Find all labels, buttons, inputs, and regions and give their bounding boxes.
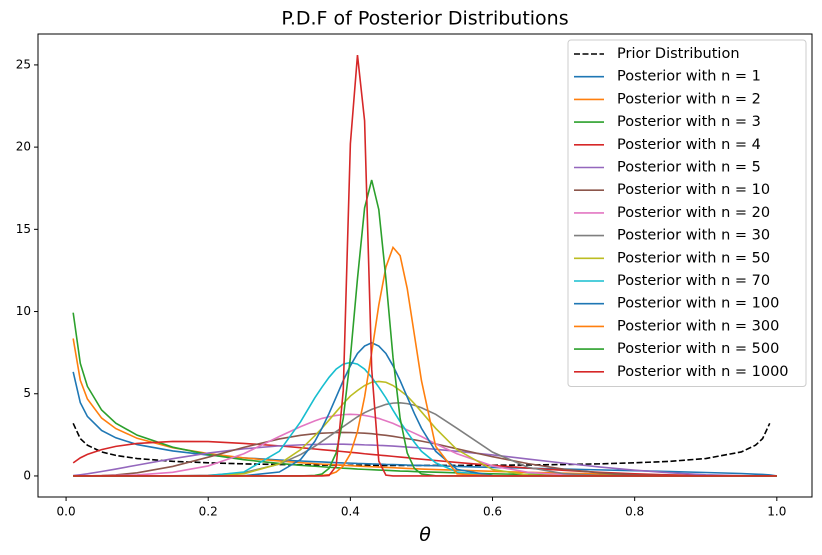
- x-tick-label: 1.0: [767, 505, 786, 519]
- series-line: [73, 413, 777, 477]
- legend-label: Posterior with n = 70: [617, 273, 770, 289]
- chart-title: P.D.F of Posterior Distributions: [281, 8, 568, 30]
- y-tick-label: 25: [16, 57, 31, 71]
- series-line: [73, 431, 777, 477]
- legend-label: Posterior with n = 3: [617, 114, 761, 130]
- legend-label: Posterior with n = 300: [617, 318, 779, 334]
- legend-label: Posterior with n = 500: [617, 341, 779, 357]
- legend-box: [567, 39, 807, 387]
- legend-label: Posterior with n = 4: [617, 137, 761, 153]
- legend-label: Posterior with n = 100: [617, 296, 779, 312]
- legend-label: Prior Distribution: [617, 46, 740, 62]
- y-tick-label: 20: [16, 140, 31, 154]
- series-line: [73, 54, 777, 477]
- series-line: [73, 443, 777, 477]
- legend-label: Posterior with n = 10: [617, 182, 770, 198]
- x-tick-label: 0.4: [341, 505, 360, 519]
- x-tick-label: 0.0: [57, 505, 76, 519]
- legend-label: Posterior with n = 5: [617, 160, 761, 176]
- legend-label: Posterior with n = 50: [617, 250, 770, 266]
- y-tick-label: 0: [23, 468, 31, 482]
- x-tick-label: 0.2: [199, 505, 218, 519]
- y-tick-label: 5: [23, 386, 31, 400]
- plot-frame: [37, 33, 813, 498]
- series-line: [72, 371, 777, 477]
- legend: Prior Distribution Posterior with n = 1 Po…: [567, 39, 807, 387]
- legend-label: Posterior with n = 20: [617, 205, 770, 221]
- y-tick-label: 15: [16, 222, 31, 236]
- x-axis-label: θ: [419, 524, 431, 546]
- y-tick-label: 10: [16, 304, 31, 318]
- legend-label: Posterior with n = 1000: [617, 364, 789, 380]
- legend-label: Posterior with n = 30: [617, 228, 770, 244]
- x-tick-label: 0.8: [625, 505, 644, 519]
- legend-label: Posterior with n = 2: [617, 91, 761, 107]
- legend-label: Posterior with n = 1: [617, 69, 761, 85]
- x-tick-label: 0.6: [483, 505, 502, 519]
